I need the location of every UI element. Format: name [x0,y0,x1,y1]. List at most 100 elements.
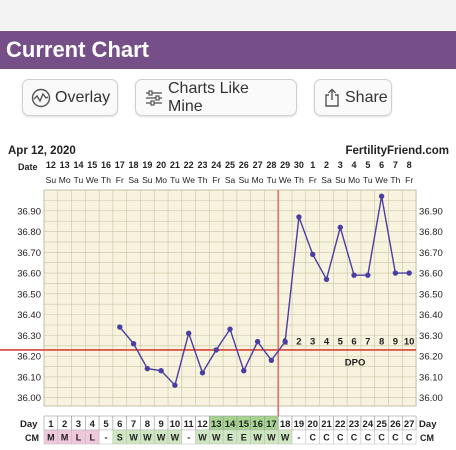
day-number: 6 [117,419,122,430]
temperature-point [199,370,206,376]
day-number: 24 [363,419,374,430]
sliders-icon [146,89,162,106]
temperature-point [406,270,412,276]
y-tick-label-left: 36.40 [17,310,41,321]
cm-value: E [241,433,247,443]
y-tick-label-left: 36.70 [17,248,41,259]
cm-value: C [406,433,413,443]
date-label: 5 [365,160,370,170]
day-number: 3 [76,419,81,430]
overlay-label: Overlay [55,88,111,106]
charts-like-mine-label: Charts Like Mine [168,79,249,115]
cm-value: C [392,433,399,443]
weekday-label: Th [101,175,111,185]
temperature-point [392,270,399,276]
y-tick-label-left: 36.20 [17,352,41,363]
day-number: 2 [62,419,67,430]
date-label: 2 [324,160,329,170]
cm-value: E [227,433,233,443]
temperature-point [310,251,316,258]
date-label: 15 [87,160,97,170]
date-label: 21 [170,160,180,170]
temperature-point [117,324,123,330]
temperature-point [337,224,343,231]
y-tick-label-left: 36.80 [17,227,41,238]
y-tick-label-left: 36.90 [17,206,41,217]
cm-value: C [378,433,385,443]
weekday-label: We [375,175,388,185]
top-strip [0,0,456,30]
dpo-number: 8 [379,337,384,348]
day-number: 22 [335,419,346,430]
day-number: 27 [404,419,415,430]
cm-value: S [117,433,123,443]
y-tick-label-right: 36.00 [419,393,443,404]
cm-value: M [47,433,55,443]
day-number: 19 [294,419,305,430]
cm-value: - [187,433,190,443]
y-tick-label-left: 36.60 [17,269,41,280]
day-number: 10 [170,419,181,430]
day-number: 13 [211,419,222,430]
cm-value: C [365,433,372,443]
temperature-point [268,357,275,364]
y-tick-label-right: 36.90 [419,206,443,217]
date-row-label: Date [18,162,38,172]
share-button[interactable]: Share [314,79,392,116]
overlay-icon [31,88,51,107]
date-label: 12 [46,160,56,170]
temperature-point [172,382,178,388]
day-row-label-left: Day [20,419,38,430]
date-label: 20 [156,160,166,170]
dpo-number: 6 [351,337,356,348]
date-label: 28 [266,160,276,170]
cm-value: W [212,433,221,443]
temperature-point [213,347,219,353]
dpo-number: 10 [404,337,415,348]
weekday-label: Fr [405,175,413,185]
weekday-label: Fr [212,175,220,185]
cm-value: C [337,433,344,443]
cm-value: W [171,433,180,443]
weekday-label: Su [335,175,346,185]
date-label: 18 [129,160,139,170]
date-label: 26 [239,160,249,170]
weekday-label: Sa [225,175,236,185]
cm-value: W [253,433,262,443]
date-label: 7 [393,160,398,170]
day-row-label-right: Day [419,419,437,430]
temperature-point [185,330,192,337]
date-label: 8 [407,160,412,170]
y-tick-label-right: 36.40 [419,310,443,321]
y-tick-label-left: 36.10 [17,372,41,383]
share-icon [325,88,339,107]
weekday-label: Su [142,175,153,185]
charts-like-mine-button[interactable]: Charts Like Mine [135,79,297,116]
plot-area [43,189,417,407]
day-number: 15 [239,419,250,430]
y-tick-label-right: 36.20 [419,352,443,363]
overlay-button[interactable]: Overlay [22,79,118,116]
y-tick-label-right: 36.80 [419,227,443,238]
temperature-point [351,272,357,278]
dpo-number: 4 [324,337,330,348]
temperature-point [144,365,151,372]
day-number: 14 [225,419,236,430]
dpo-number: 5 [338,337,344,348]
weekday-label: Tu [74,175,84,185]
date-label: 30 [294,160,304,170]
date-label: 6 [379,160,384,170]
weekday-label: Tu [267,175,277,185]
cm-value: C [351,433,358,443]
day-number: 20 [307,419,318,430]
day-number: 4 [90,419,96,430]
title-bar: Current Chart [0,31,456,69]
weekday-label: Mo [348,175,360,185]
y-tick-label-left: 36.50 [17,289,41,300]
day-number: 1 [48,419,54,430]
cm-value: L [89,433,95,443]
day-number: 16 [252,419,263,430]
weekday-label: We [279,175,292,185]
y-tick-label-right: 36.60 [419,269,443,280]
